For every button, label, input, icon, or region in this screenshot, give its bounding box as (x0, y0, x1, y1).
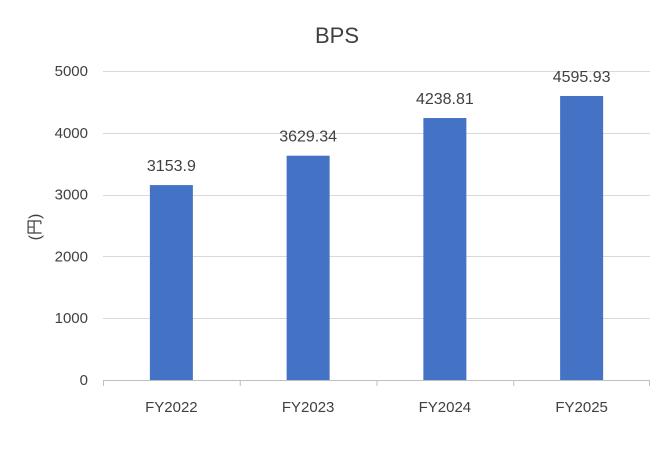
y-tick-label: 5000 (55, 63, 88, 80)
data-label-fy2024: 4238.81 (416, 91, 474, 108)
gridlines (103, 71, 650, 319)
y-axis-title: (円) (27, 214, 44, 241)
bar-fy2022 (149, 185, 193, 380)
data-label-fy2025: 4595.93 (553, 69, 611, 86)
y-tick-label: 3000 (55, 187, 88, 204)
data-label-fy2022: 3153.9 (147, 158, 196, 175)
y-tick-label: 2000 (55, 248, 88, 265)
x-tick-label-fy2025: FY2025 (555, 399, 608, 416)
y-tick-label: 0 (80, 372, 88, 389)
y-tick-label: 1000 (55, 310, 88, 327)
bar-fy2025 (560, 95, 604, 380)
x-tick-label-fy2024: FY2024 (419, 399, 472, 416)
x-tick-labels: FY2022 FY2023 FY2024 FY2025 (103, 380, 650, 416)
x-tick-label-fy2022: FY2022 (145, 399, 198, 416)
y-tick-labels: 0 1000 2000 3000 4000 5000 (55, 63, 88, 389)
bar-fy2024 (423, 118, 467, 381)
bar-fy2023 (286, 155, 330, 380)
data-label-fy2023: 3629.34 (279, 129, 337, 146)
bars (149, 95, 604, 381)
data-labels: 3153.9 3629.34 4238.81 4595.93 (147, 69, 611, 175)
chart-title: BPS (315, 23, 359, 48)
x-tick-label-fy2023: FY2023 (282, 399, 335, 416)
y-tick-label: 4000 (55, 125, 88, 142)
